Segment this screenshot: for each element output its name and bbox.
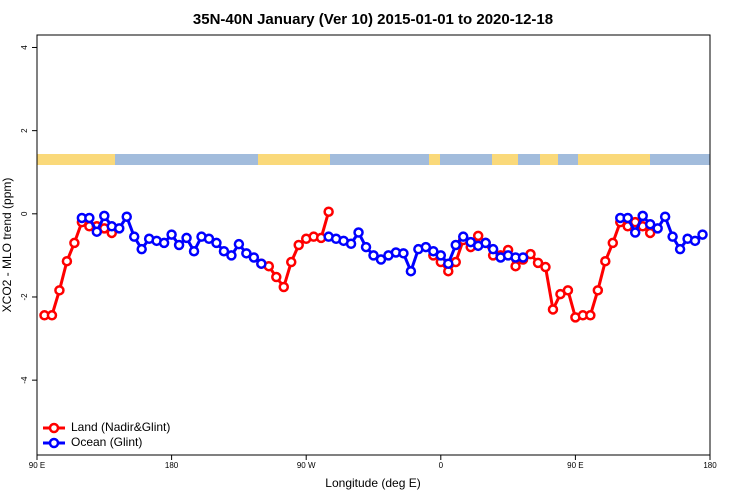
point (443, 258, 454, 269)
point (203, 233, 215, 245)
point (114, 223, 125, 234)
legend-marker (48, 437, 60, 449)
point (241, 248, 252, 259)
point (248, 252, 260, 263)
x-axis-label: Longitude (deg E) (325, 476, 420, 490)
land-band (37, 154, 115, 165)
x-tick-label: 180 (165, 461, 179, 470)
point (487, 243, 499, 255)
point (562, 285, 574, 296)
land-band (492, 154, 518, 165)
point (91, 226, 103, 237)
point (360, 241, 372, 253)
point (353, 227, 364, 238)
point (173, 239, 185, 251)
y-tick-label: -2 (20, 293, 29, 301)
point (532, 257, 544, 269)
point (644, 218, 656, 230)
point (547, 304, 559, 315)
point (166, 229, 177, 240)
point (629, 227, 641, 238)
point (256, 258, 267, 269)
point (233, 238, 245, 250)
point (585, 310, 596, 321)
point (121, 211, 132, 222)
point (480, 237, 491, 249)
x-tick-label: 180 (703, 461, 717, 470)
point (450, 239, 462, 251)
x-tick-label: 90 E (567, 461, 583, 470)
point (375, 254, 387, 265)
point (158, 237, 170, 249)
point (405, 265, 417, 277)
y-tick-label: 2 (20, 128, 29, 133)
point (323, 206, 334, 217)
x-tick-label: 90 E (29, 461, 45, 470)
legend-marker (48, 422, 60, 434)
land-band (429, 154, 440, 165)
land-band (258, 154, 330, 165)
point (510, 260, 521, 272)
chart-title: 35N-40N January (Ver 10) 2015-01-01 to 2… (193, 11, 553, 28)
point (398, 248, 409, 259)
series-line (44, 211, 652, 319)
point (667, 231, 678, 242)
point (128, 231, 140, 242)
land-band (578, 154, 650, 165)
point (285, 256, 297, 268)
y-axis-label: XCO2 - MLO trend (ppm) (0, 178, 14, 313)
land-band (540, 154, 558, 165)
point (457, 231, 469, 242)
point (211, 237, 222, 249)
x-tick-label: 0 (439, 461, 444, 470)
point (345, 238, 357, 250)
point (99, 210, 110, 222)
legend-label: Ocean (Glint) (71, 435, 142, 449)
point (637, 210, 648, 222)
point (218, 245, 230, 257)
point (689, 235, 701, 247)
point (54, 285, 65, 296)
point (181, 232, 192, 244)
y-tick-label: 4 (20, 45, 29, 50)
point (69, 237, 80, 249)
point (600, 255, 611, 267)
point (293, 239, 304, 251)
point (46, 310, 58, 321)
point (226, 250, 237, 261)
point (271, 271, 282, 283)
point (368, 250, 379, 261)
point (607, 237, 619, 249)
point (435, 250, 447, 261)
point (622, 212, 633, 224)
point (592, 285, 604, 296)
y-tick-label: 0 (20, 211, 29, 216)
point (674, 243, 686, 255)
point (84, 212, 95, 224)
plot-frame (36, 34, 711, 456)
point (472, 230, 484, 242)
land-ocean-band (37, 154, 710, 165)
x-tick-label: 90 W (297, 461, 316, 470)
ocean-band (37, 154, 710, 165)
point (659, 211, 671, 222)
point (517, 252, 529, 263)
point (420, 241, 432, 253)
point (540, 261, 551, 273)
point (61, 255, 73, 267)
point (428, 245, 439, 257)
legend-label: Land (Nadir&Glint) (71, 420, 170, 434)
y-tick-label: -4 (20, 376, 29, 384)
point (697, 229, 708, 240)
point (652, 223, 663, 234)
legend: Land (Nadir&Glint)Ocean (Glint) (43, 420, 170, 449)
point (278, 281, 290, 293)
point (188, 245, 200, 257)
point (136, 243, 147, 255)
